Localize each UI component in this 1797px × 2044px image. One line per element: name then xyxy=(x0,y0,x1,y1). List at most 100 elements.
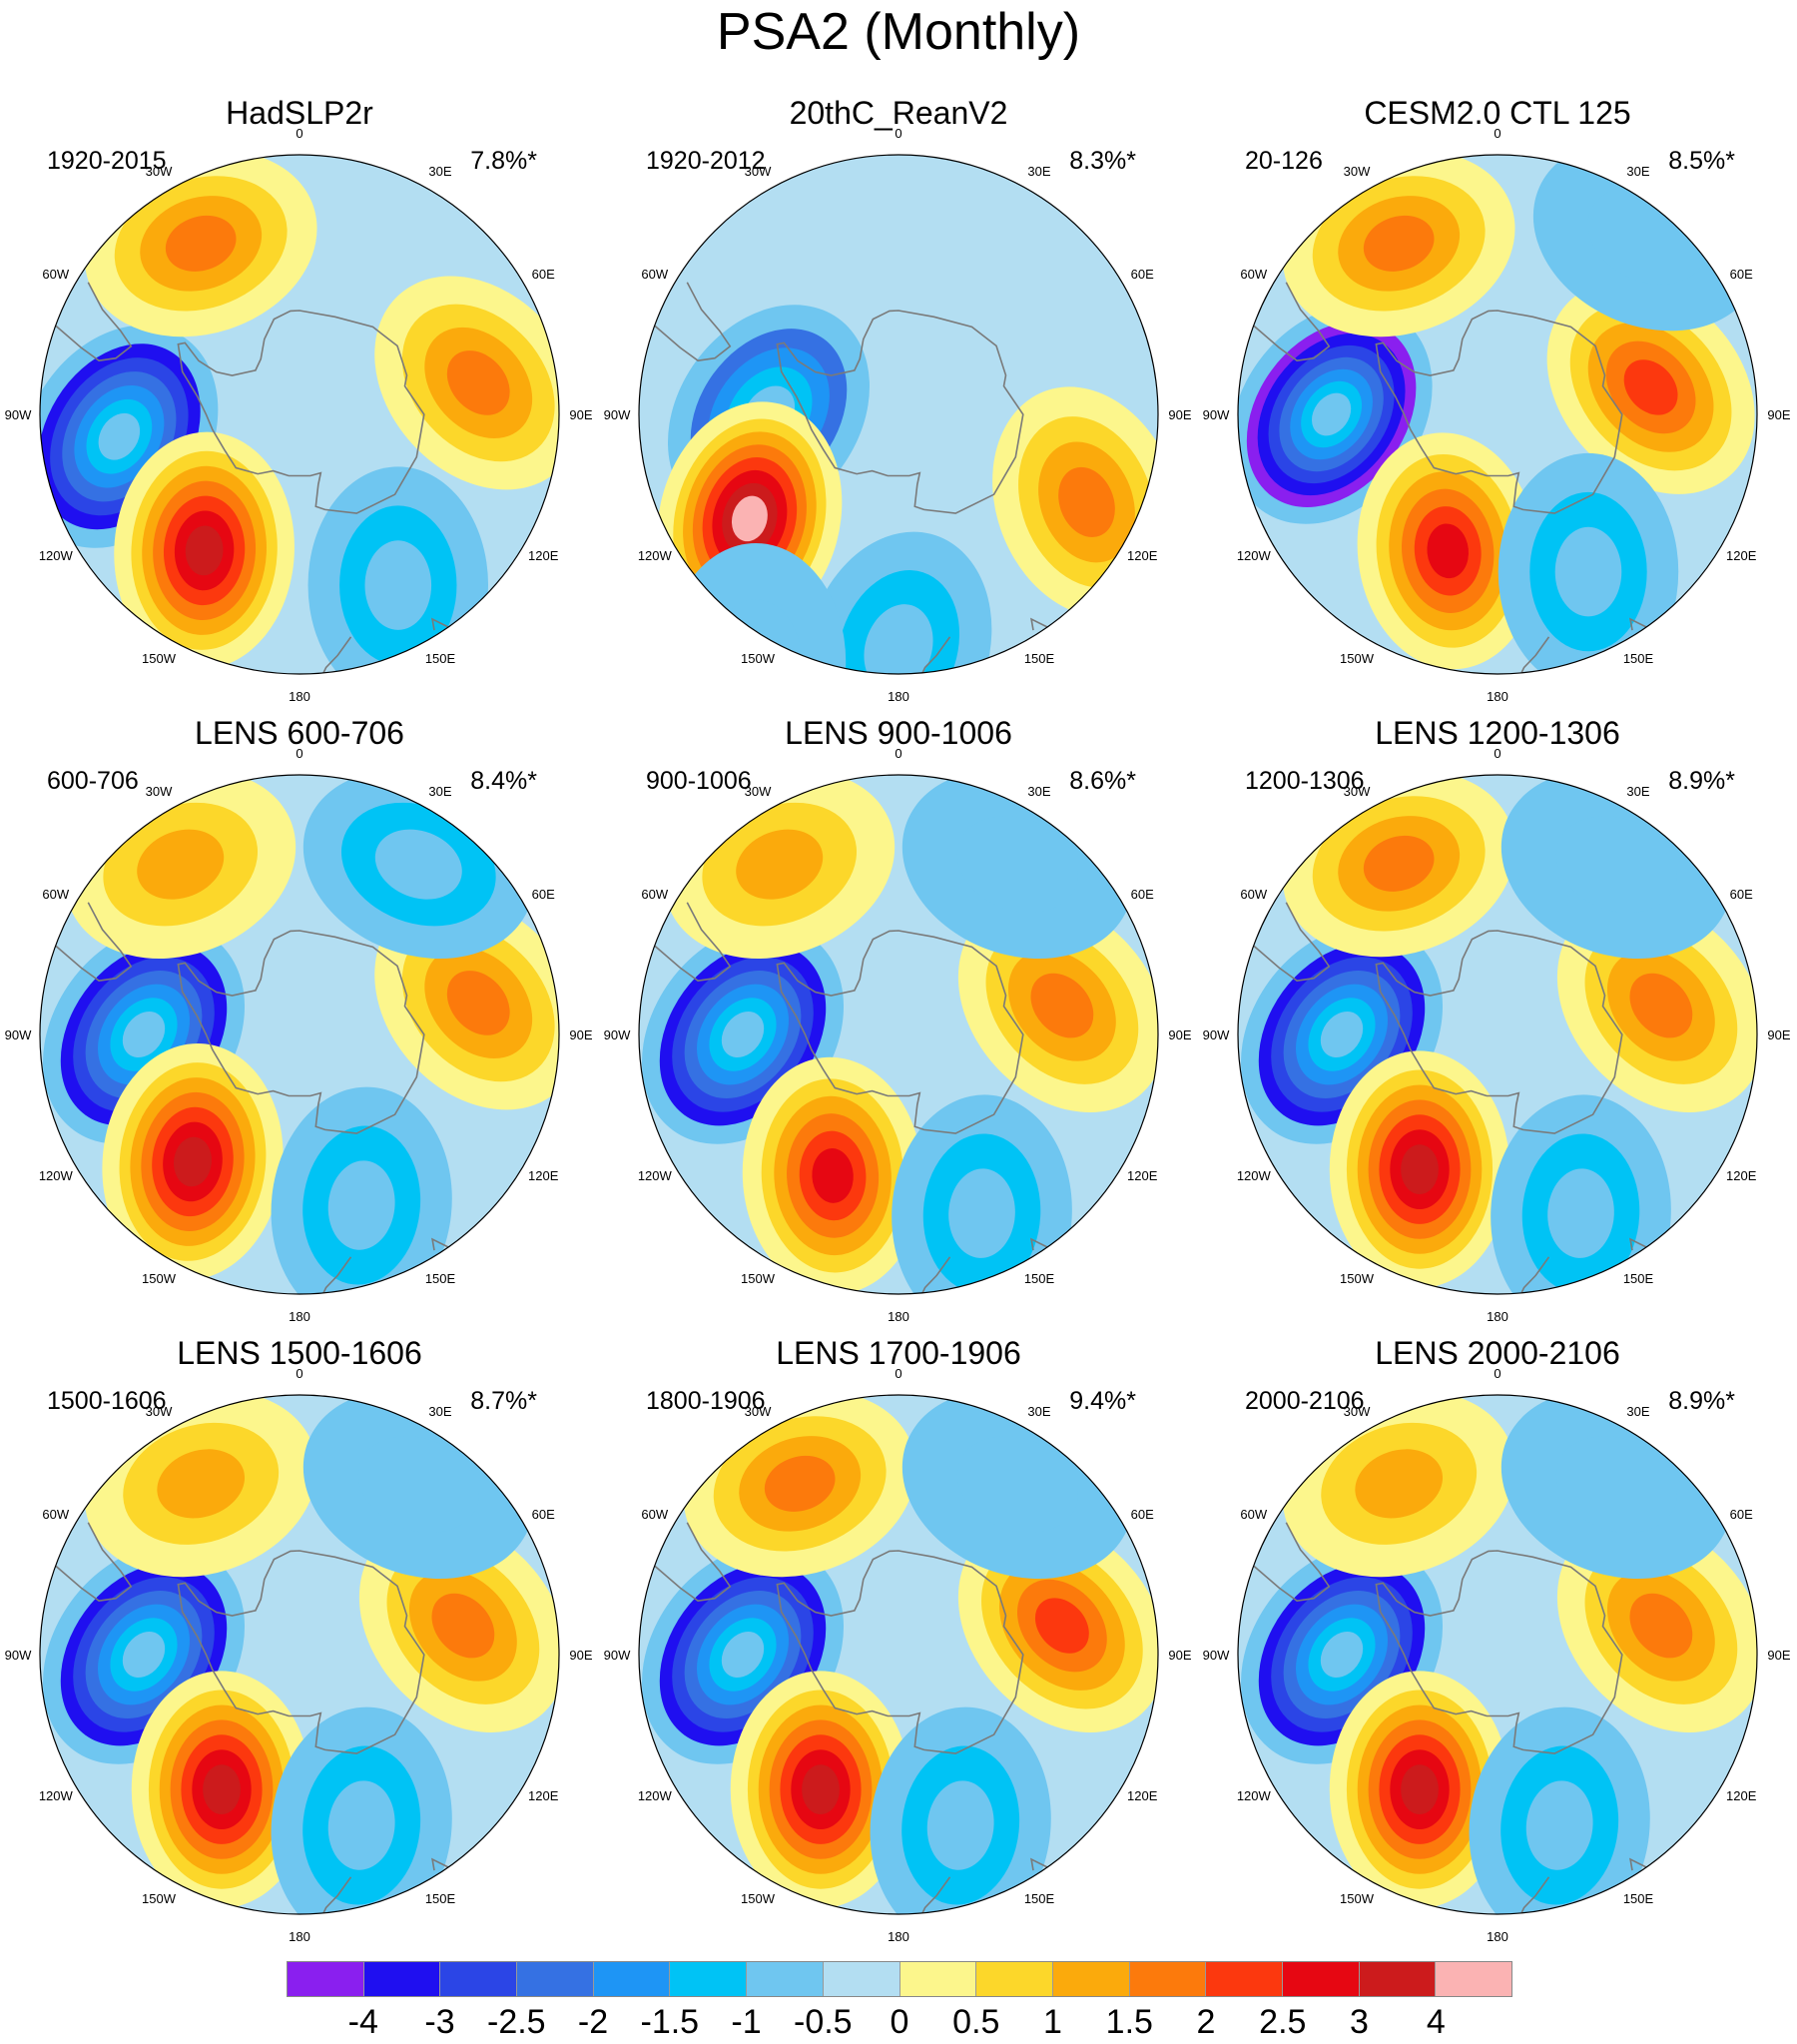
contour-band xyxy=(98,412,141,460)
panel-title: LENS 600-706 xyxy=(195,715,404,751)
longitude-label: 30E xyxy=(1626,784,1649,799)
longitude-label: 120W xyxy=(39,1788,74,1803)
contour-band xyxy=(446,971,510,1035)
longitude-label: 0 xyxy=(1494,126,1500,141)
longitude-label: 180 xyxy=(1487,689,1508,704)
longitude-label: 120E xyxy=(1127,1788,1158,1803)
longitude-label: 120W xyxy=(638,1168,673,1183)
longitude-label: 60E xyxy=(532,1507,555,1522)
colorbar-swatch xyxy=(440,1962,518,1996)
colorbar-boxes xyxy=(287,1961,1512,1997)
longitude-label: 150E xyxy=(1024,651,1055,666)
longitude-label: 120E xyxy=(1127,548,1158,563)
panel-title: 20thC_ReanV2 xyxy=(789,95,1008,131)
contour-band xyxy=(1427,523,1470,579)
coastline xyxy=(654,282,732,362)
longitude-label: 150W xyxy=(142,1891,177,1906)
coastline xyxy=(1629,617,1647,631)
contour-band xyxy=(137,829,225,900)
coastline xyxy=(1141,1742,1158,1785)
longitude-label: 60E xyxy=(532,887,555,902)
map-boundary xyxy=(638,154,1159,675)
contour-band xyxy=(1320,1631,1364,1679)
contour-band xyxy=(926,1780,994,1870)
polar-map: 0 30E 60E 90E 120E 150E 180 150W 120W 90W 60W 30W xyxy=(5,746,593,1324)
longitude-label: 0 xyxy=(895,746,901,761)
panel-variance: 8.7%* xyxy=(470,1387,537,1415)
longitude-label: 150W xyxy=(1340,1271,1375,1286)
longitude-label: 120W xyxy=(39,1168,74,1183)
longitude-label: 30W xyxy=(1344,1404,1371,1419)
contour-band xyxy=(1058,466,1115,537)
antarctica-coastline xyxy=(1375,310,1623,514)
longitude-label: 0 xyxy=(296,746,302,761)
contour-band xyxy=(1629,973,1693,1038)
contour-band xyxy=(948,1168,1015,1258)
colorbar-label: -3 xyxy=(424,2003,455,2041)
longitude-label: 30E xyxy=(1626,1404,1649,1419)
panel-period: 900-1006 xyxy=(646,767,752,795)
panel-title: LENS 1700-1906 xyxy=(776,1335,1021,1371)
map-boundary xyxy=(39,774,560,1295)
longitude-label: 60E xyxy=(1730,887,1753,902)
panel-variance: 8.5%* xyxy=(1668,147,1735,175)
contour-band xyxy=(1629,1593,1693,1659)
longitude-label: 120W xyxy=(638,1788,673,1803)
panel-period: 1200-1306 xyxy=(1245,767,1365,795)
contour-band xyxy=(431,1593,495,1659)
high-anomaly-center xyxy=(131,1671,312,1908)
longitude-label: 150E xyxy=(1024,1271,1055,1286)
panel-variance: 8.3%* xyxy=(1069,147,1136,175)
map-panel: 0 30E 60E 90E 120E 150E 180 150W 120W 90W 60W 30W Ha… xyxy=(0,95,599,714)
longitude-label: 60W xyxy=(42,1507,69,1522)
contour-band xyxy=(1547,1168,1614,1258)
coastline xyxy=(1506,636,1550,674)
colorbar-swatch xyxy=(1206,1962,1283,1996)
colorbar-swatch xyxy=(593,1962,671,1996)
contour-band xyxy=(1555,1436,1677,1534)
colorbar-label: -0.5 xyxy=(794,2003,853,2041)
antarctica-coastline xyxy=(1375,1550,1623,1754)
contour-band xyxy=(764,1455,836,1512)
contour-band xyxy=(446,350,510,415)
high-anomaly-center xyxy=(1329,1050,1510,1288)
longitude-label: 60W xyxy=(42,267,69,282)
high-anomaly-center xyxy=(1556,899,1757,1113)
longitude-label: 120W xyxy=(1237,1168,1272,1183)
high-anomaly-center xyxy=(1546,280,1755,494)
low-anomaly-center xyxy=(805,531,992,674)
high-anomaly-center xyxy=(102,1042,284,1280)
colorbar-label: -1 xyxy=(731,2003,762,2041)
polar-map: 0 30E 60E 90E 120E 150E 180 150W 120W 90W 60W 30W xyxy=(604,746,1192,1324)
contour-band xyxy=(956,1436,1078,1534)
longitude-label: 0 xyxy=(895,126,901,141)
longitude-label: 90W xyxy=(1203,1027,1230,1042)
antarctica-coastline xyxy=(776,310,1024,514)
longitude-label: 60W xyxy=(1240,887,1267,902)
colorbar-label: -1.5 xyxy=(640,2003,700,2041)
contour-band xyxy=(173,1136,212,1187)
longitude-label: 0 xyxy=(1494,746,1500,761)
map-panel: 0 30E 60E 90E 120E 150E 180 150W 120W 90W 60W 30W LE… xyxy=(0,1335,599,1954)
coastline xyxy=(1141,502,1158,545)
antarctica-coastline xyxy=(177,1550,425,1754)
colorbar-label: 2.5 xyxy=(1259,2003,1307,2041)
longitude-label: 0 xyxy=(1494,1366,1500,1381)
longitude-label: 30W xyxy=(146,784,173,799)
panel-period: 20-126 xyxy=(1245,147,1323,175)
contour-band xyxy=(1401,1144,1439,1194)
contour-band xyxy=(864,604,933,674)
longitude-label: 150W xyxy=(142,1271,177,1286)
antarctica-coastline xyxy=(776,930,1024,1134)
map-boundary xyxy=(39,154,560,675)
longitude-label: 180 xyxy=(289,689,310,704)
longitude-label: 180 xyxy=(888,689,909,704)
contour-band xyxy=(956,816,1078,914)
longitude-label: 0 xyxy=(296,1366,302,1381)
contour-band xyxy=(157,1449,246,1519)
longitude-label: 150E xyxy=(1024,1891,1055,1906)
coastline xyxy=(1506,1256,1550,1294)
contour-band xyxy=(736,829,824,900)
coastline xyxy=(55,1522,133,1603)
longitude-label: 30E xyxy=(1626,164,1649,179)
